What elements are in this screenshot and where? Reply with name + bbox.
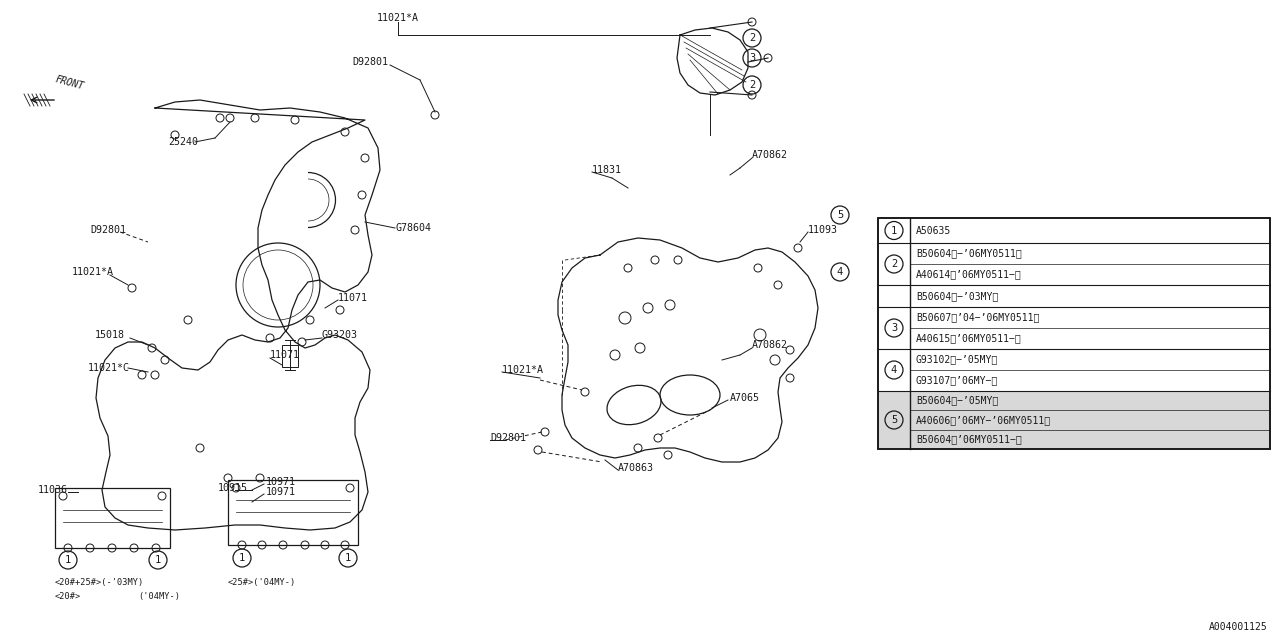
Text: <20#+25#>(-'03MY): <20#+25#>(-'03MY) xyxy=(55,578,145,587)
Text: A004001125: A004001125 xyxy=(1210,622,1268,632)
Text: 3: 3 xyxy=(749,53,755,63)
Text: 10971: 10971 xyxy=(266,487,296,497)
Text: <25#>('04MY-): <25#>('04MY-) xyxy=(228,578,296,587)
Bar xyxy=(228,480,358,545)
Text: G93203: G93203 xyxy=(323,330,358,340)
Bar xyxy=(282,345,298,367)
Text: A70862: A70862 xyxy=(753,340,788,350)
Text: G93102（−’05MY）: G93102（−’05MY） xyxy=(916,355,998,365)
Text: 11831: 11831 xyxy=(591,165,622,175)
Text: 1: 1 xyxy=(344,553,351,563)
Text: B50604（−’03MY）: B50604（−’03MY） xyxy=(916,291,998,301)
Text: D92801: D92801 xyxy=(490,433,526,443)
Text: 11071: 11071 xyxy=(270,350,300,360)
Bar xyxy=(878,218,1270,449)
Text: 2: 2 xyxy=(749,80,755,90)
Bar xyxy=(55,488,170,548)
Text: B50604（’06MY0511−）: B50604（’06MY0511−） xyxy=(916,435,1021,444)
Text: FRONT: FRONT xyxy=(54,75,84,92)
Text: 11021*A: 11021*A xyxy=(502,365,544,375)
Text: 5: 5 xyxy=(837,210,844,220)
Text: 4: 4 xyxy=(837,267,844,277)
Text: D92801: D92801 xyxy=(90,225,125,235)
Text: 4: 4 xyxy=(891,365,897,375)
Text: A40614（’06MY0511−）: A40614（’06MY0511−） xyxy=(916,269,1021,280)
Text: <20#>: <20#> xyxy=(55,592,81,601)
Text: 1: 1 xyxy=(65,555,72,565)
Text: 3: 3 xyxy=(891,323,897,333)
Text: A70863: A70863 xyxy=(618,463,654,473)
Text: 2: 2 xyxy=(749,33,755,43)
Text: 25240: 25240 xyxy=(168,137,198,147)
Text: 11021*A: 11021*A xyxy=(378,13,419,23)
Text: 1: 1 xyxy=(155,555,161,565)
Text: 15018: 15018 xyxy=(95,330,125,340)
Bar xyxy=(878,218,1270,449)
Bar xyxy=(878,391,1270,449)
Text: A7065: A7065 xyxy=(730,393,760,403)
Text: 11036: 11036 xyxy=(38,485,68,495)
Text: 11021*A: 11021*A xyxy=(72,267,114,277)
Text: B50604（−’05MY）: B50604（−’05MY） xyxy=(916,396,998,406)
Text: 11071: 11071 xyxy=(338,293,369,303)
Text: A40606（’06MY−’06MY0511）: A40606（’06MY−’06MY0511） xyxy=(916,415,1051,425)
Text: B50604（−’06MY0511）: B50604（−’06MY0511） xyxy=(916,248,1021,259)
Text: 5: 5 xyxy=(891,415,897,425)
Text: 1: 1 xyxy=(239,553,246,563)
Text: A50635: A50635 xyxy=(916,225,951,236)
Text: ('04MY-): ('04MY-) xyxy=(138,592,180,601)
Text: B50607（’04−’06MY0511）: B50607（’04−’06MY0511） xyxy=(916,312,1039,323)
Text: A70862: A70862 xyxy=(753,150,788,160)
Text: A40615（’06MY0511−）: A40615（’06MY0511−） xyxy=(916,333,1021,344)
Text: G78604: G78604 xyxy=(396,223,431,233)
Text: 1: 1 xyxy=(891,225,897,236)
Text: 11021*C: 11021*C xyxy=(88,363,131,373)
Text: 11093: 11093 xyxy=(808,225,838,235)
Text: G93107（’06MY−）: G93107（’06MY−） xyxy=(916,376,998,385)
Text: D92801: D92801 xyxy=(352,57,388,67)
Text: 10915: 10915 xyxy=(218,483,248,493)
Text: 2: 2 xyxy=(891,259,897,269)
Text: 10971: 10971 xyxy=(266,477,296,487)
